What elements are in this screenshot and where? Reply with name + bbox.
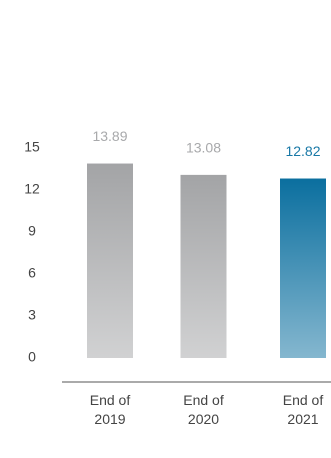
bar-sheen — [180, 174, 227, 358]
x-tick-label: End of 2021 — [282, 392, 324, 427]
y-tick-label: 0 — [28, 349, 36, 365]
x-tick-label: End of 2020 — [183, 392, 224, 427]
y-tick-label: 12 — [24, 181, 40, 197]
x-tick-label: End of 2019 — [89, 392, 131, 427]
bar-sheen — [280, 178, 326, 358]
y-tick-label: 15 — [24, 139, 40, 155]
y-tick-label: 6 — [28, 265, 36, 281]
y-tick-label: 9 — [28, 223, 36, 239]
bar-sheen — [87, 163, 133, 358]
value-label: 13.89 — [92, 128, 127, 144]
y-tick-label: 3 — [28, 307, 36, 323]
value-label: 13.08 — [186, 140, 221, 156]
value-label: 12.82 — [285, 143, 320, 159]
